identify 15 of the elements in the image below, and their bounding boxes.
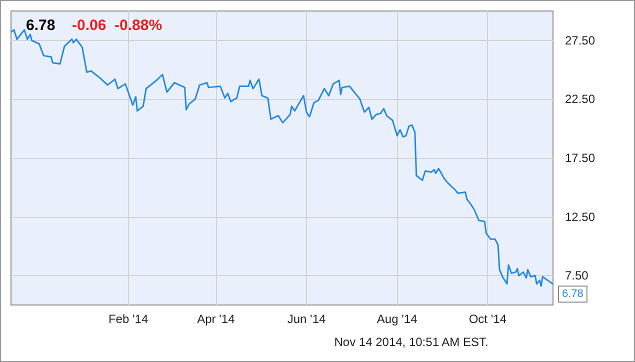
annotation: 6.78 (562, 288, 584, 300)
chart-title: 6.78 (26, 17, 56, 34)
x-tick-label: Aug '14 (376, 312, 418, 326)
line-series (10, 29, 554, 287)
x-tick-label: Jun '14 (287, 312, 326, 326)
chart-subtitle: -0.06 -0.88% (72, 17, 162, 34)
x-tick-label: Apr '14 (197, 312, 236, 326)
x-tick-label: Oct '14 (468, 312, 507, 326)
y-tick-label: 27.50 (565, 33, 596, 48)
y-tick-label: 12.50 (565, 210, 596, 224)
y-tick-label: 22.50 (565, 92, 596, 106)
y-tick-label: 7.50 (565, 268, 589, 283)
y-tick-label: 17.50 (565, 151, 596, 165)
x-tick-label: Feb '14 (108, 312, 148, 326)
text: Nov 14 2014, 10:51 AM EST. (334, 335, 488, 349)
